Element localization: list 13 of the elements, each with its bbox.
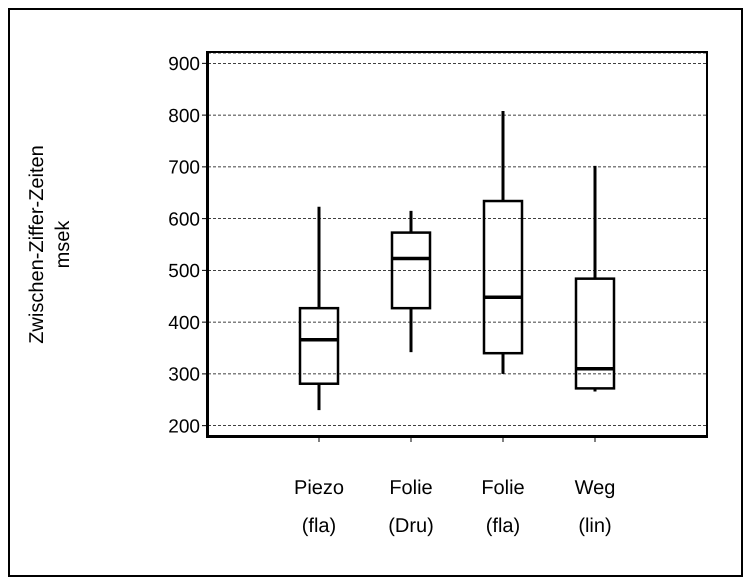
y-axis-title: Zwischen-Ziffer-Zeiten msek	[26, 145, 74, 344]
x-tick-label: Weg (lin)	[574, 477, 616, 537]
y-tick-label: 800	[168, 106, 200, 127]
x-tick-label: Folie (Dru)	[388, 477, 434, 537]
y-tick-label: 900	[168, 54, 200, 76]
x-tick-label: Piezo (fla)	[294, 477, 344, 537]
y-tick-label: 200	[168, 416, 200, 438]
y-tick-label: 600	[168, 209, 200, 230]
y-tick-label: 400	[168, 312, 200, 334]
y-tick-label: 300	[168, 364, 200, 386]
x-tick-label: Folie (fla)	[481, 477, 525, 537]
y-tick-label: 700	[168, 158, 200, 179]
y-tick-label: 500	[168, 261, 200, 282]
